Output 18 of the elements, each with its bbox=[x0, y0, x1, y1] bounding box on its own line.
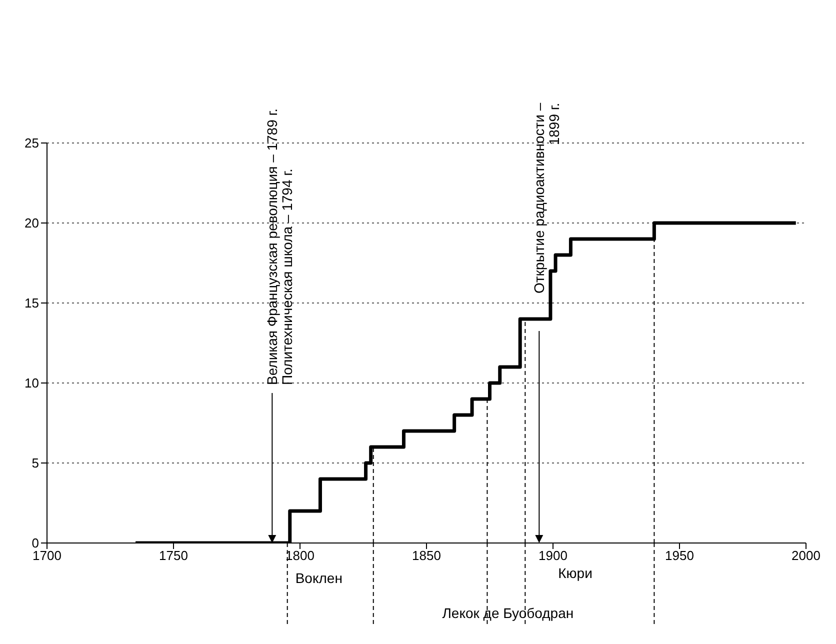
x-tick-label: 1750 bbox=[159, 548, 188, 564]
x-tick-label: 1850 bbox=[412, 548, 441, 564]
x-tick-label: 1800 bbox=[286, 548, 314, 564]
ref-line-label: Воклен bbox=[295, 570, 342, 586]
ref-line-label: Лекок де Буободран bbox=[442, 605, 574, 621]
y-tick-label: 0 bbox=[32, 536, 39, 551]
x-tick-label: 2000 bbox=[792, 548, 820, 564]
y-tick-label: 25 bbox=[24, 136, 39, 151]
x-tick-label: 1900 bbox=[538, 548, 568, 564]
x-tick-label: 1700 bbox=[32, 548, 62, 564]
y-tick-label: 15 bbox=[24, 296, 39, 311]
ref-line-label: Кюри bbox=[558, 565, 592, 581]
y-tick-label: 20 bbox=[24, 216, 39, 231]
y-tick-label: 10 bbox=[24, 376, 39, 391]
x-tick-label: 1950 bbox=[665, 548, 694, 564]
y-tick-label: 5 bbox=[32, 456, 39, 471]
annotation: Великая Французская революция – 1789 г. Политехническая школа – 1794 г. bbox=[264, 108, 296, 385]
annotation: Открытие радиоактивности – 1899 г. bbox=[531, 102, 562, 294]
